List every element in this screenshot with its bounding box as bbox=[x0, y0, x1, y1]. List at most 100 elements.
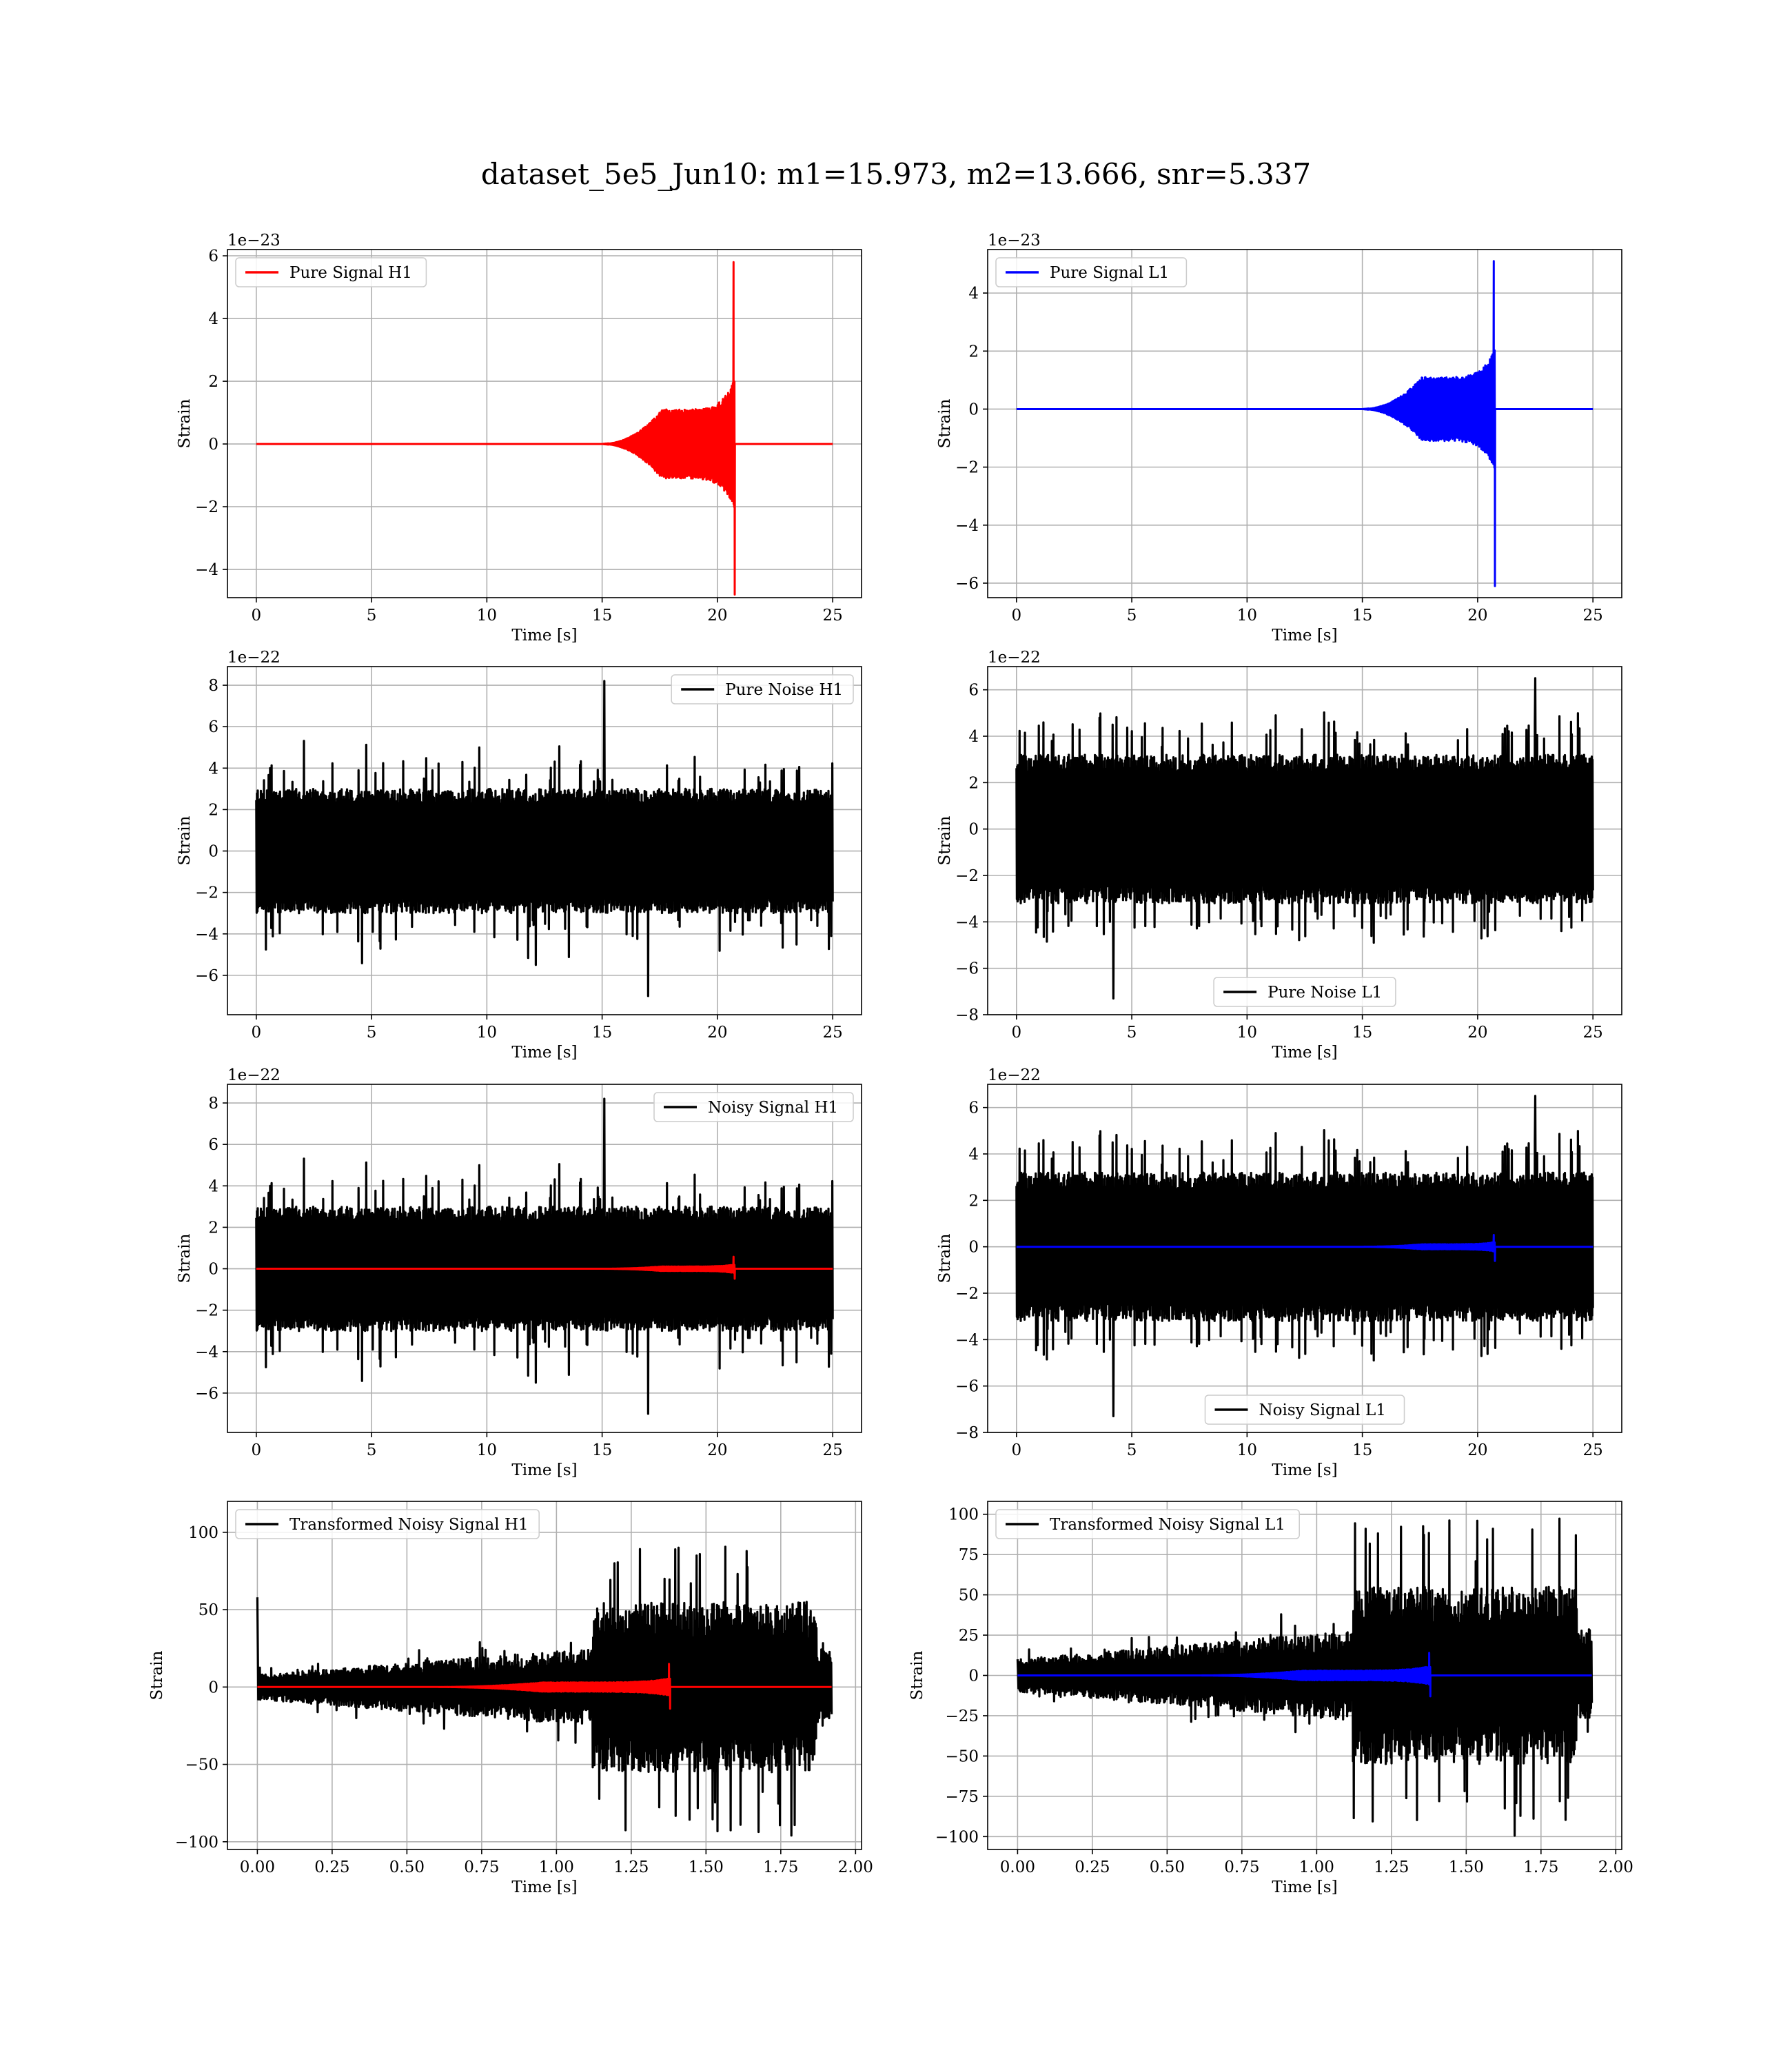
x-tick-label: 10 bbox=[477, 1441, 497, 1459]
legend-box bbox=[1213, 977, 1396, 1007]
x-tick-label: 20 bbox=[1467, 1441, 1487, 1459]
x-tick-label: 1.50 bbox=[1449, 1858, 1484, 1876]
x-tick-label: 25 bbox=[1583, 607, 1603, 625]
legend-label: Pure Noise H1 bbox=[725, 681, 843, 699]
x-tick-label: 0.75 bbox=[1224, 1858, 1259, 1876]
x-tick-label: 10 bbox=[1237, 607, 1257, 625]
legend-label: Pure Signal L1 bbox=[1050, 264, 1169, 282]
x-tick-label: 0 bbox=[251, 1024, 261, 1042]
legend-box bbox=[995, 257, 1188, 287]
x-tick-label: 20 bbox=[707, 1024, 727, 1042]
legend-label: Transformed Noisy Signal H1 bbox=[289, 1516, 529, 1534]
chart-pure-signal-l1: 0 5 10 15 20 25 −6 −4 −2 0 2 4 1e−23 Time [s] Strain Pu… bbox=[936, 232, 1622, 645]
y-tick-label: 0 bbox=[968, 401, 979, 418]
x-tick-label: 10 bbox=[477, 1024, 497, 1042]
y-tick-label: −8 bbox=[955, 1424, 979, 1442]
x-tick-label: 15 bbox=[592, 607, 612, 625]
y-axis-label: Strain bbox=[148, 1650, 166, 1700]
x-tick-label: 1.00 bbox=[1299, 1858, 1334, 1876]
chart-transformed-noisy-signal-h1: 0.00 0.25 0.50 0.75 1.00 1.25 1.50 1.75 2.00 −100… bbox=[148, 1501, 873, 1896]
legend: Pure Noise L1 bbox=[1213, 977, 1396, 1007]
y-tick-label: 4 bbox=[208, 760, 218, 778]
y-tick-label: 75 bbox=[959, 1546, 979, 1564]
y-tick-label: 4 bbox=[208, 1177, 218, 1195]
y-tick-label: −4 bbox=[195, 1344, 218, 1361]
legend: Noisy Signal L1 bbox=[1204, 1395, 1405, 1425]
legend-label: Pure Signal H1 bbox=[289, 264, 412, 282]
x-tick-label: 2.00 bbox=[838, 1858, 873, 1876]
x-tick-label: 0 bbox=[1011, 607, 1021, 625]
y-tick-label: −4 bbox=[955, 1331, 979, 1349]
axes-frame bbox=[227, 1084, 862, 1433]
y-tick-label: 50 bbox=[198, 1601, 218, 1619]
y-tick-label: 100 bbox=[188, 1524, 218, 1542]
legend-box bbox=[995, 1509, 1300, 1539]
x-tick-label: 15 bbox=[592, 1441, 612, 1459]
y-tick-label: −6 bbox=[195, 967, 218, 985]
offset-text: 1e−22 bbox=[227, 1066, 281, 1084]
x-tick-label: 25 bbox=[1583, 1024, 1603, 1042]
y-tick-label: −6 bbox=[195, 1385, 218, 1403]
legend: Transformed Noisy Signal H1 bbox=[235, 1509, 540, 1539]
y-tick-label: −2 bbox=[195, 1302, 218, 1320]
y-tick-label: −75 bbox=[945, 1788, 979, 1806]
x-axis-label: Time [s] bbox=[511, 1878, 577, 1896]
axes-frame bbox=[987, 666, 1622, 1015]
legend: Transformed Noisy Signal L1 bbox=[995, 1509, 1300, 1539]
x-tick-label: 10 bbox=[477, 607, 497, 625]
series-line-0 bbox=[255, 1097, 834, 1415]
y-tick-label: 6 bbox=[208, 1136, 218, 1154]
series-line-1 bbox=[255, 1255, 834, 1280]
y-tick-label: −50 bbox=[945, 1747, 979, 1765]
legend-label: Noisy Signal H1 bbox=[708, 1099, 838, 1117]
y-tick-label: −2 bbox=[195, 498, 218, 516]
chart-transformed-noisy-signal-l1: 0.00 0.25 0.50 0.75 1.00 1.25 1.50 1.75 2.00 −100… bbox=[908, 1501, 1633, 1896]
axes-frame bbox=[227, 249, 862, 598]
y-tick-label: 0 bbox=[968, 821, 979, 839]
y-tick-label: 4 bbox=[968, 728, 979, 746]
legend-box bbox=[653, 1092, 854, 1122]
y-tick-label: 25 bbox=[959, 1627, 979, 1645]
x-tick-label: 1.00 bbox=[539, 1858, 574, 1876]
y-tick-label: −4 bbox=[955, 913, 979, 931]
axes-frame bbox=[227, 1501, 862, 1850]
y-axis-label: Strain bbox=[936, 815, 954, 865]
x-axis-label: Time [s] bbox=[1272, 1044, 1337, 1062]
x-tick-label: 1.75 bbox=[1523, 1858, 1558, 1876]
x-tick-label: 0.00 bbox=[1000, 1858, 1035, 1876]
legend-label: Transformed Noisy Signal L1 bbox=[1050, 1516, 1285, 1534]
y-tick-label: 4 bbox=[208, 310, 218, 328]
y-tick-label: 0 bbox=[968, 1239, 979, 1257]
y-tick-label: −6 bbox=[955, 1378, 979, 1396]
y-tick-label: −2 bbox=[195, 884, 218, 902]
x-tick-label: 5 bbox=[367, 1441, 377, 1459]
y-axis-label: Strain bbox=[908, 1650, 926, 1700]
series-line-0 bbox=[1015, 260, 1594, 587]
x-tick-label: 0.00 bbox=[240, 1858, 275, 1876]
offset-text: 1e−23 bbox=[227, 232, 281, 250]
y-tick-label: 6 bbox=[968, 1099, 979, 1117]
y-tick-label: −4 bbox=[195, 561, 218, 579]
offset-text: 1e−22 bbox=[988, 1066, 1041, 1084]
y-tick-label: 8 bbox=[208, 1095, 218, 1113]
x-tick-label: 25 bbox=[823, 1441, 843, 1459]
y-tick-label: 2 bbox=[208, 373, 218, 391]
legend-box bbox=[235, 257, 427, 287]
y-tick-label: 0 bbox=[208, 843, 218, 861]
x-tick-label: 1.25 bbox=[613, 1858, 649, 1876]
chart-noisy-signal-h1: 0 5 10 15 20 25 −6 −4 −2 0 2 4 6 8 1e−22 Time [s] Strain… bbox=[176, 1066, 862, 1479]
x-tick-label: 20 bbox=[1467, 607, 1487, 625]
legend-label: Pure Noise L1 bbox=[1267, 984, 1382, 1002]
x-tick-label: 25 bbox=[823, 607, 843, 625]
x-axis-label: Time [s] bbox=[1272, 627, 1337, 645]
series-line-1 bbox=[256, 1663, 833, 1710]
x-tick-label: 5 bbox=[1127, 607, 1137, 625]
y-axis-label: Strain bbox=[176, 815, 194, 865]
y-tick-label: 50 bbox=[959, 1587, 979, 1605]
y-tick-label: 2 bbox=[208, 801, 218, 819]
chart-noisy-signal-l1: 0 5 10 15 20 25 −8 −6 −4 −2 0 2 4 6 1e−22 Time [s] Strai… bbox=[936, 1066, 1622, 1479]
x-tick-label: 0 bbox=[1011, 1441, 1021, 1459]
y-tick-label: 8 bbox=[208, 677, 218, 695]
x-tick-label: 1.25 bbox=[1374, 1858, 1409, 1876]
legend: Noisy Signal H1 bbox=[653, 1092, 854, 1122]
